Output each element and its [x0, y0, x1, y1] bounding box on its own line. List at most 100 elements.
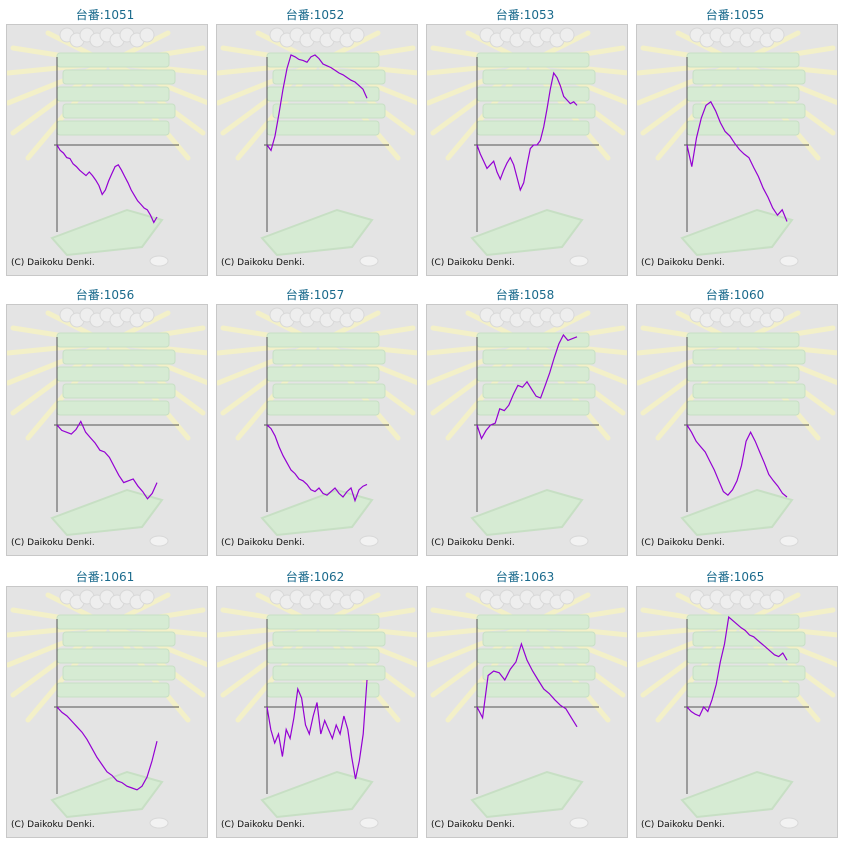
credit-text: (C) Daikoku Denki. [221, 820, 305, 830]
box-shape [62, 383, 176, 399]
background-illustration [427, 27, 627, 267]
box-shape [56, 648, 170, 664]
line-graph [427, 589, 627, 829]
box-shape [476, 400, 590, 416]
graph-panel: (C) Daikoku Denki. [636, 586, 838, 838]
box-shape [62, 69, 176, 85]
line-graph [7, 27, 207, 267]
machine-title[interactable]: 台番:1060 [705, 288, 765, 302]
background-illustration [7, 589, 207, 829]
box-shape [686, 614, 800, 630]
box-shape [56, 682, 170, 698]
box-shape [686, 682, 800, 698]
machine-title[interactable]: 台番:1057 [285, 288, 345, 302]
machine-title[interactable]: 台番:1055 [705, 8, 765, 22]
credit-text: (C) Daikoku Denki. [221, 258, 305, 268]
box-shape [272, 665, 386, 681]
tray-shape [50, 770, 164, 819]
ball-shape [769, 589, 785, 605]
tray-shape [470, 488, 584, 537]
axes [474, 337, 599, 512]
ball-shape [769, 307, 785, 323]
box-shape [686, 120, 800, 136]
ball-shape [349, 589, 365, 605]
graph-panel: (C) Daikoku Denki. [216, 304, 418, 556]
cup-shape [779, 255, 799, 267]
box-shape [482, 349, 596, 365]
series-line [686, 615, 788, 717]
cup-shape [569, 535, 589, 547]
series-line [266, 54, 368, 152]
cup-shape [779, 535, 799, 547]
box-shape [476, 682, 590, 698]
machine-title[interactable]: 台番:1051 [75, 8, 135, 22]
machine-title[interactable]: 台番:1063 [495, 570, 555, 584]
machine-title[interactable]: 台番:1053 [495, 8, 555, 22]
graph-panel: (C) Daikoku Denki. [6, 586, 208, 838]
axes [54, 619, 179, 794]
box-shape [686, 400, 800, 416]
series-line [686, 424, 788, 498]
box-shape [62, 665, 176, 681]
background-illustration [7, 27, 207, 267]
line-graph [217, 307, 417, 547]
box-shape [272, 69, 386, 85]
box-shape [266, 400, 380, 416]
box-shape [272, 103, 386, 119]
series-line [686, 100, 788, 222]
tray-shape [470, 770, 584, 819]
tray-shape [260, 770, 374, 819]
graph-panel: (C) Daikoku Denki. [6, 24, 208, 276]
tray-shape [50, 208, 164, 257]
line-graph [637, 589, 837, 829]
ball-shape [769, 27, 785, 43]
box-shape [686, 366, 800, 382]
box-shape [692, 103, 806, 119]
box-shape [266, 52, 380, 68]
credit-text: (C) Daikoku Denki. [431, 258, 515, 268]
machine-title[interactable]: 台番:1056 [75, 288, 135, 302]
graph-panel: (C) Daikoku Denki. [6, 304, 208, 556]
tray-shape [680, 488, 794, 537]
box-shape [266, 332, 380, 348]
cup-shape [359, 535, 379, 547]
tray-shape [50, 488, 164, 537]
box-shape [482, 665, 596, 681]
box-shape [62, 349, 176, 365]
machine-title[interactable]: 台番:1061 [75, 570, 135, 584]
background-illustration [637, 27, 837, 267]
credit-text: (C) Daikoku Denki. [641, 538, 725, 548]
credit-text: (C) Daikoku Denki. [11, 820, 95, 830]
ball-shape [559, 307, 575, 323]
box-shape [272, 383, 386, 399]
machine-title[interactable]: 台番:1062 [285, 570, 345, 584]
background-illustration [427, 307, 627, 547]
graph-panel: (C) Daikoku Denki. [216, 586, 418, 838]
tray-shape [680, 208, 794, 257]
machine-title[interactable]: 台番:1052 [285, 8, 345, 22]
cup-shape [359, 817, 379, 829]
tray-shape [680, 770, 794, 819]
credit-text: (C) Daikoku Denki. [11, 258, 95, 268]
box-shape [686, 332, 800, 348]
box-shape [476, 648, 590, 664]
box-shape [56, 366, 170, 382]
box-shape [266, 648, 380, 664]
machine-title[interactable]: 台番:1058 [495, 288, 555, 302]
line-graph [7, 307, 207, 547]
line-graph [217, 27, 417, 267]
axes [474, 619, 599, 794]
box-shape [56, 120, 170, 136]
cup-shape [149, 535, 169, 547]
background-illustration [7, 307, 207, 547]
line-graph [637, 307, 837, 547]
series-line [476, 333, 578, 440]
box-shape [266, 120, 380, 136]
graph-panel: (C) Daikoku Denki. [426, 304, 628, 556]
background-illustration [217, 589, 417, 829]
box-shape [482, 631, 596, 647]
machine-title[interactable]: 台番:1065 [705, 570, 765, 584]
graph-panel: (C) Daikoku Denki. [636, 304, 838, 556]
line-graph [7, 589, 207, 829]
series-line [56, 420, 158, 500]
